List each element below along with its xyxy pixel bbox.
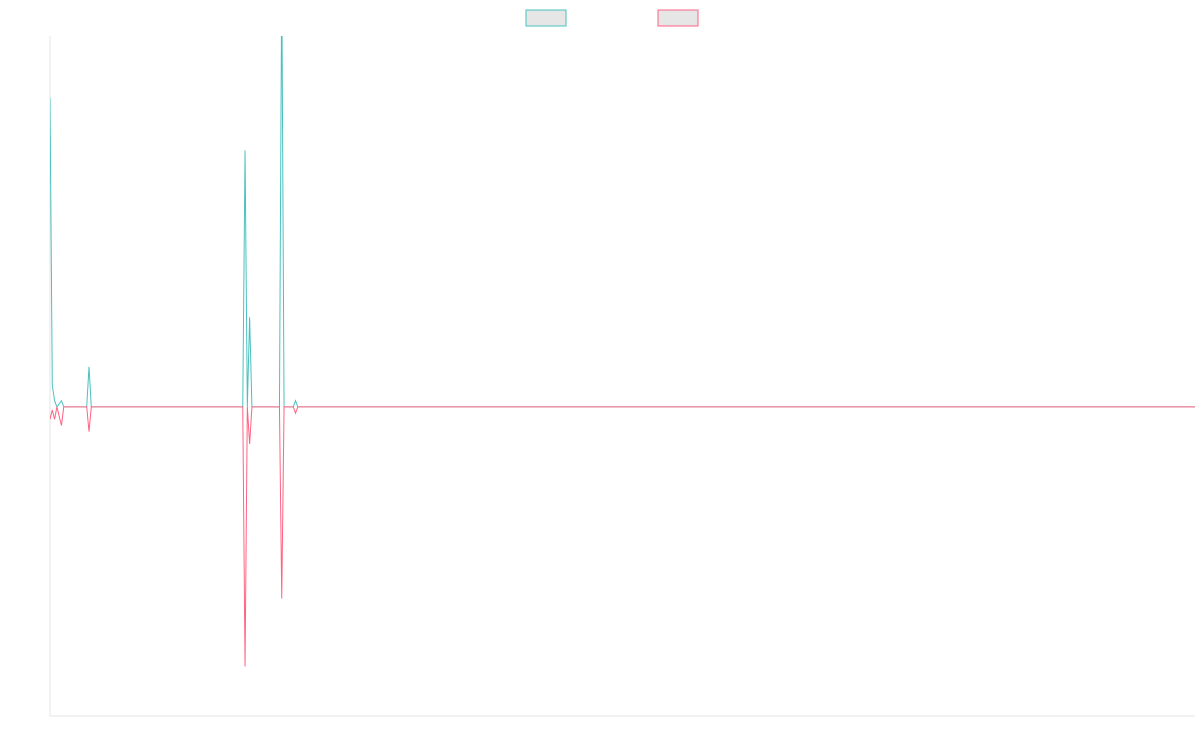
- legend-swatch-1[interactable]: [525, 9, 567, 27]
- legend-item-1[interactable]: [525, 9, 567, 27]
- legend-item-2[interactable]: [657, 9, 699, 27]
- legend: [525, 9, 699, 27]
- series-line-1: [50, 36, 1195, 408]
- series-layer: [50, 36, 1195, 667]
- legend-swatch-2[interactable]: [657, 9, 699, 27]
- series-line-2: [50, 406, 1195, 667]
